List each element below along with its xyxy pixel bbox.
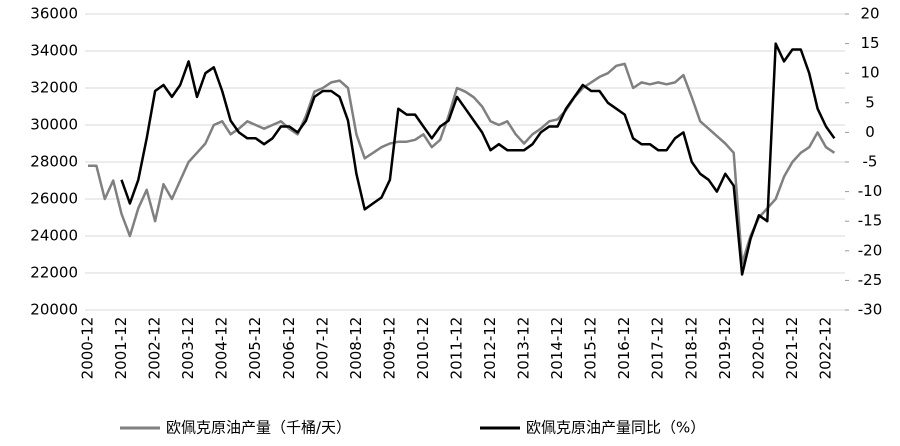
x-tick-label: 2007-12 xyxy=(313,317,331,380)
y-tick-label: 36000 xyxy=(30,5,78,23)
y-tick-label: 28000 xyxy=(30,153,78,171)
x-tick-label: 2014-12 xyxy=(548,317,566,380)
x-tick-label: 2009-12 xyxy=(380,317,398,380)
y2-tick-label: 10 xyxy=(860,64,879,82)
x-tick-label: 2016-12 xyxy=(615,317,633,380)
x-tick-label: 2003-12 xyxy=(179,317,197,380)
x-tick-label: 2006-12 xyxy=(280,317,298,380)
x-tick-label: 2004-12 xyxy=(213,317,231,380)
y2-tick-label: 15 xyxy=(860,34,879,52)
y-tick-label: 30000 xyxy=(30,116,78,134)
x-tick-label: 2012-12 xyxy=(481,317,499,380)
legend-label: 欧佩克原油产量同比（%） xyxy=(526,419,705,437)
x-tick-label: 2021-12 xyxy=(783,317,801,380)
x-tick-label: 2002-12 xyxy=(146,317,164,380)
x-tick-label: 2019-12 xyxy=(716,317,734,380)
y2-tick-label: -30 xyxy=(858,301,883,319)
series-line xyxy=(88,62,836,266)
y-tick-label: 20000 xyxy=(30,301,78,319)
x-tick-label: 2015-12 xyxy=(582,317,600,380)
x-tick-label: 2005-12 xyxy=(246,317,264,380)
legend-label: 欧佩克原油产量（千桶/天） xyxy=(166,419,351,437)
y-tick-label: 24000 xyxy=(30,227,78,245)
x-tick-label: 2001-12 xyxy=(112,317,130,380)
y-tick-label: 34000 xyxy=(30,42,78,60)
x-tick-label: 2017-12 xyxy=(649,317,667,380)
x-tick-label: 2018-12 xyxy=(682,317,700,380)
x-tick-label: 2020-12 xyxy=(749,317,767,380)
x-tick-label: 2000-12 xyxy=(79,317,97,380)
y-tick-label: 32000 xyxy=(30,79,78,97)
y2-tick-label: 0 xyxy=(865,123,875,141)
y2-tick-label: -5 xyxy=(863,153,878,171)
y-tick-label: 22000 xyxy=(30,264,78,282)
series-line xyxy=(120,42,836,276)
y2-tick-label: 5 xyxy=(865,93,875,111)
y2-tick-label: -15 xyxy=(858,212,883,230)
x-tick-label: 2008-12 xyxy=(347,317,365,380)
y2-tick-label: -20 xyxy=(858,241,883,259)
y-tick-label: 26000 xyxy=(30,190,78,208)
x-tick-label: 2010-12 xyxy=(414,317,432,380)
x-tick-label: 2011-12 xyxy=(447,317,465,380)
x-tick-label: 2022-12 xyxy=(816,317,834,380)
x-tick-label: 2013-12 xyxy=(515,317,533,380)
y2-tick-label: -10 xyxy=(858,182,883,200)
y2-tick-label: 20 xyxy=(860,5,879,23)
y2-tick-label: -25 xyxy=(858,271,883,289)
